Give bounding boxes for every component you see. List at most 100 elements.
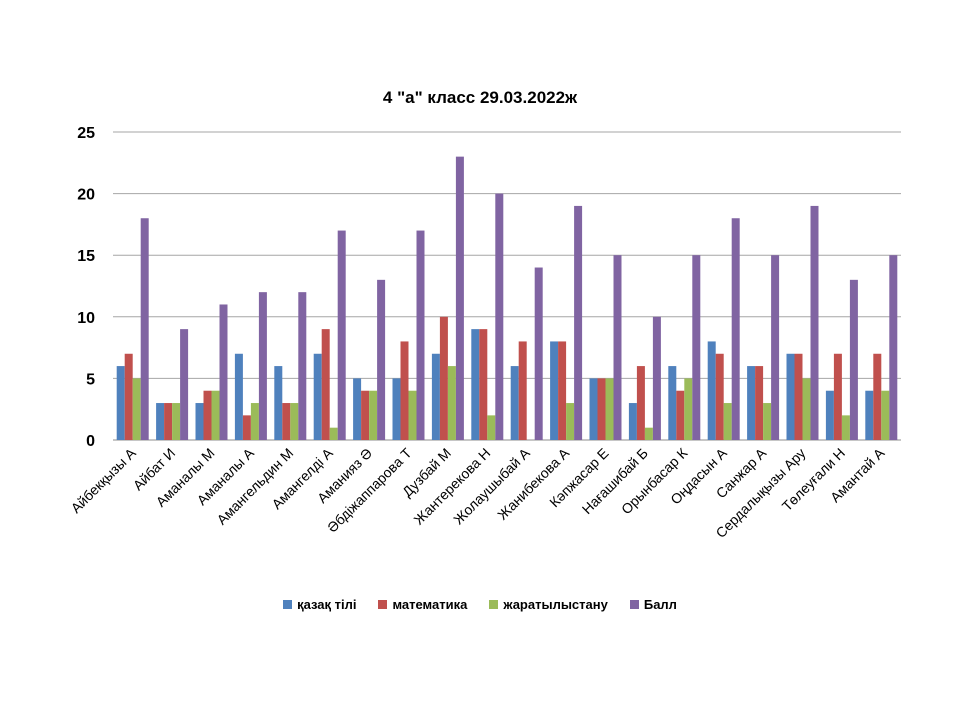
bar xyxy=(258,292,267,440)
bar xyxy=(786,353,795,440)
bar xyxy=(636,366,645,440)
y-tick-label: 25 xyxy=(77,125,95,142)
y-tick-label: 10 xyxy=(77,310,95,327)
bar xyxy=(825,390,834,440)
legend-swatch xyxy=(629,600,639,609)
bar xyxy=(164,403,173,440)
x-tick-label: Айбекқызы А xyxy=(68,444,140,516)
bar xyxy=(810,205,819,440)
bar xyxy=(763,403,772,440)
bar xyxy=(684,378,693,440)
legend-item: жаратылыстану xyxy=(489,597,608,612)
y-tick-label: 5 xyxy=(86,371,95,388)
bar xyxy=(597,378,606,440)
bar xyxy=(731,218,740,440)
bar xyxy=(628,403,637,440)
bar xyxy=(605,378,614,440)
bar xyxy=(471,329,480,440)
legend-item: қазақ тілі xyxy=(283,597,356,612)
bar xyxy=(353,378,362,440)
bar xyxy=(518,341,527,440)
bar xyxy=(211,390,220,440)
bar xyxy=(337,230,346,440)
bar xyxy=(377,279,386,440)
chart-legend: қазақ тілі математика жаратылыстану Балл xyxy=(0,597,960,612)
bar xyxy=(566,403,575,440)
bar xyxy=(771,255,780,440)
bar xyxy=(889,255,898,440)
bar xyxy=(849,279,858,440)
bar xyxy=(455,156,464,440)
bar xyxy=(369,390,378,440)
bar xyxy=(195,403,204,440)
bar xyxy=(447,366,456,440)
bar xyxy=(723,403,732,440)
bar xyxy=(242,415,251,440)
bar xyxy=(431,353,440,440)
bar xyxy=(203,390,212,440)
bar xyxy=(558,341,567,440)
bar xyxy=(873,353,882,440)
chart-title: 4 "а" класс 29.03.2022ж xyxy=(382,88,578,107)
bar xyxy=(676,390,685,440)
bar xyxy=(510,366,519,440)
bar xyxy=(124,353,133,440)
bar xyxy=(408,390,417,440)
bar xyxy=(652,316,661,440)
bar xyxy=(574,205,583,440)
legend-item: Балл xyxy=(629,597,677,612)
bar xyxy=(180,329,189,440)
bar xyxy=(116,366,125,440)
y-tick-label: 0 xyxy=(86,433,95,450)
bar xyxy=(707,341,716,440)
bar xyxy=(644,427,653,440)
bar xyxy=(329,427,338,440)
bar xyxy=(234,353,243,440)
legend-label: қазақ тілі xyxy=(297,597,357,612)
bar xyxy=(361,390,370,440)
y-tick-label: 15 xyxy=(77,248,95,265)
bar xyxy=(282,403,291,440)
bar xyxy=(219,304,228,440)
legend-swatch xyxy=(283,600,293,609)
bar xyxy=(298,292,307,440)
bar xyxy=(487,415,496,440)
bar xyxy=(589,378,598,440)
bar xyxy=(881,390,890,440)
bar xyxy=(692,255,701,440)
bar xyxy=(392,378,401,440)
bar xyxy=(250,403,259,440)
bar xyxy=(865,390,874,440)
bar xyxy=(321,329,330,440)
legend-item: математика xyxy=(378,597,467,612)
legend-label: жаратылыстану xyxy=(503,597,608,612)
bar xyxy=(715,353,724,440)
bar xyxy=(172,403,181,440)
bar xyxy=(534,267,543,440)
bar xyxy=(479,329,488,440)
bar xyxy=(794,353,803,440)
bar xyxy=(550,341,559,440)
legend-swatch xyxy=(489,600,499,609)
bar xyxy=(132,378,141,440)
bar xyxy=(156,403,165,440)
bar xyxy=(833,353,842,440)
bar xyxy=(400,341,409,440)
bar xyxy=(755,366,764,440)
bar xyxy=(747,366,756,440)
bar xyxy=(668,366,677,440)
legend-label: Балл xyxy=(643,597,677,612)
bar xyxy=(439,316,448,440)
bar xyxy=(841,415,850,440)
bar xyxy=(416,230,425,440)
bar xyxy=(613,255,622,440)
bar xyxy=(313,353,322,440)
bar xyxy=(290,403,299,440)
legend-label: математика xyxy=(392,597,468,612)
bar xyxy=(802,378,811,440)
legend-swatch xyxy=(378,600,388,609)
bar xyxy=(274,366,283,440)
y-tick-label: 20 xyxy=(77,187,95,204)
bar xyxy=(140,218,149,440)
